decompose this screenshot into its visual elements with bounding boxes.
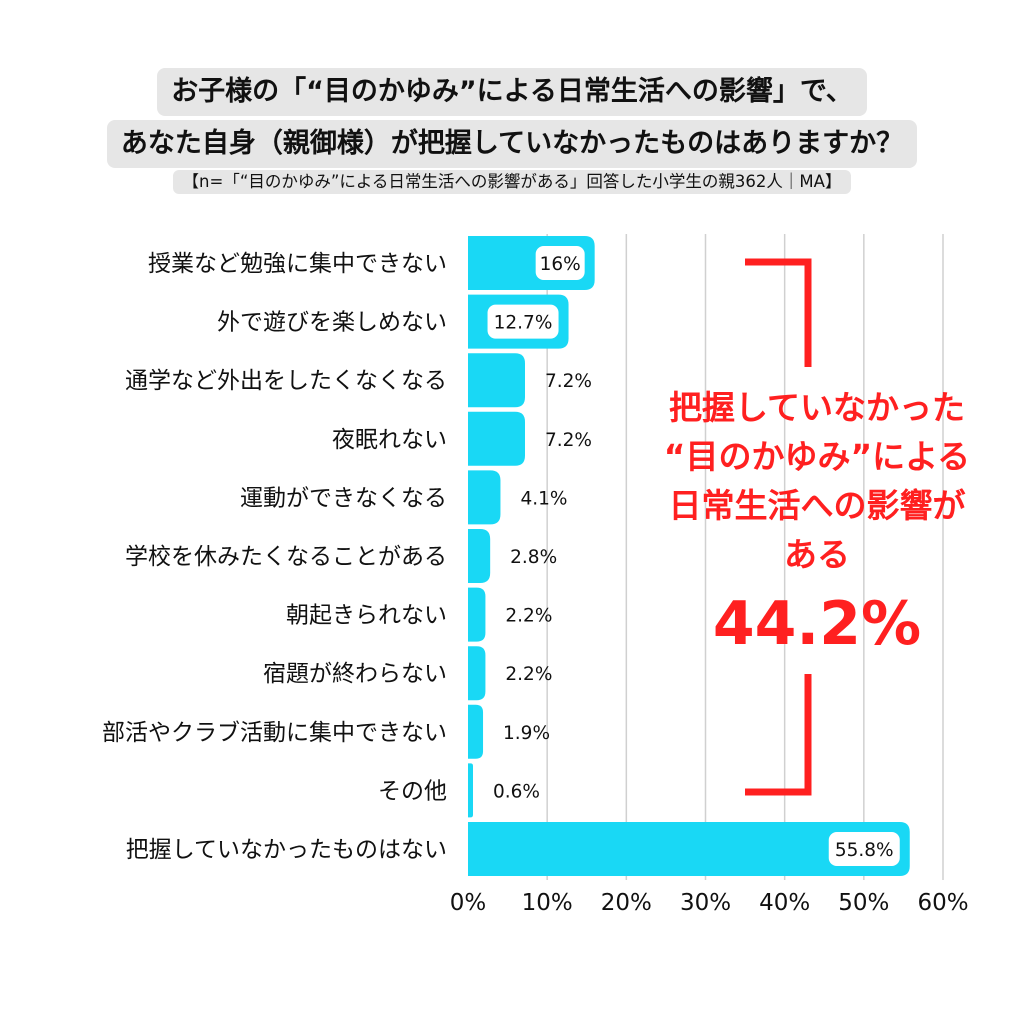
value-label: 2.2% bbox=[505, 606, 552, 627]
value-label-box bbox=[828, 832, 900, 866]
value-label: 7.2% bbox=[545, 430, 592, 451]
category-label: 授業など勉強に集中できない bbox=[148, 251, 447, 277]
callout-line-1: 把握していなかった bbox=[668, 388, 965, 427]
bar bbox=[468, 822, 910, 876]
callout-value: 44.2% bbox=[712, 589, 922, 659]
x-tick-label: 10% bbox=[522, 890, 573, 916]
value-label: 7.2% bbox=[545, 371, 592, 392]
chart-title-line-2: あなた自身（親御様）が把握していなかったものはありますか？ bbox=[106, 120, 918, 168]
chart-title-block: お子様の「“目のかゆみ”による日常生活への影響」で、 あなた自身（親御様）が把握… bbox=[0, 68, 1024, 194]
callout-line-2: “目のかゆみ”による bbox=[663, 437, 971, 476]
chart-subtitle: 【n=「“目のかゆみ”による日常生活への影響がある」回答した小学生の親362人｜… bbox=[172, 170, 852, 194]
value-label: 2.2% bbox=[505, 664, 552, 685]
value-label: 4.1% bbox=[520, 488, 567, 509]
callout-line-4: ある bbox=[784, 535, 850, 574]
bar bbox=[468, 529, 491, 583]
callout-annotation: 把握していなかった “目のかゆみ”による 日常生活への影響が ある 44.2% bbox=[632, 383, 1002, 659]
value-label: 0.6% bbox=[493, 781, 540, 802]
value-label: 55.8% bbox=[835, 840, 894, 861]
bar bbox=[468, 646, 486, 701]
bar bbox=[468, 470, 501, 525]
category-label: 宿題が終わらない bbox=[263, 661, 447, 687]
value-label: 16% bbox=[540, 254, 581, 275]
category-label: 部活やクラブ活動に集中できない bbox=[102, 720, 447, 746]
bracket-bottom bbox=[745, 674, 812, 796]
category-label: その他 bbox=[378, 778, 447, 804]
x-tick-label: 0% bbox=[450, 890, 487, 916]
category-label: 把握していなかったものはない bbox=[126, 837, 447, 863]
bar bbox=[468, 353, 525, 408]
value-label-box bbox=[487, 304, 559, 339]
x-tick-label: 20% bbox=[601, 890, 652, 916]
bar bbox=[468, 763, 473, 818]
bracket-top bbox=[745, 258, 812, 367]
bar bbox=[468, 704, 484, 759]
x-tick-label: 40% bbox=[759, 890, 810, 916]
chart-title-line-1: お子様の「“目のかゆみ”による日常生活への影響」で、 bbox=[157, 68, 867, 116]
value-label: 12.7% bbox=[494, 313, 553, 334]
category-label: 朝起きられない bbox=[286, 603, 447, 629]
value-label: 2.8% bbox=[510, 547, 557, 568]
category-label: 学校を休みたくなることがある bbox=[125, 544, 447, 570]
category-label: 運動ができなくなる bbox=[240, 485, 447, 511]
bar bbox=[468, 587, 486, 642]
value-label-box bbox=[535, 246, 585, 280]
callout-line-3: 日常生活への影響が bbox=[668, 486, 966, 525]
bar bbox=[468, 411, 525, 466]
category-label: 外で遊びを楽しめない bbox=[217, 310, 447, 336]
value-label: 1.9% bbox=[503, 723, 550, 744]
category-label: 通学など外出をしたくなくなる bbox=[125, 368, 447, 394]
category-label: 夜眠れない bbox=[332, 427, 447, 453]
x-tick-label: 60% bbox=[917, 890, 968, 916]
x-tick-label: 30% bbox=[680, 890, 731, 916]
x-tick-label: 50% bbox=[838, 890, 889, 916]
